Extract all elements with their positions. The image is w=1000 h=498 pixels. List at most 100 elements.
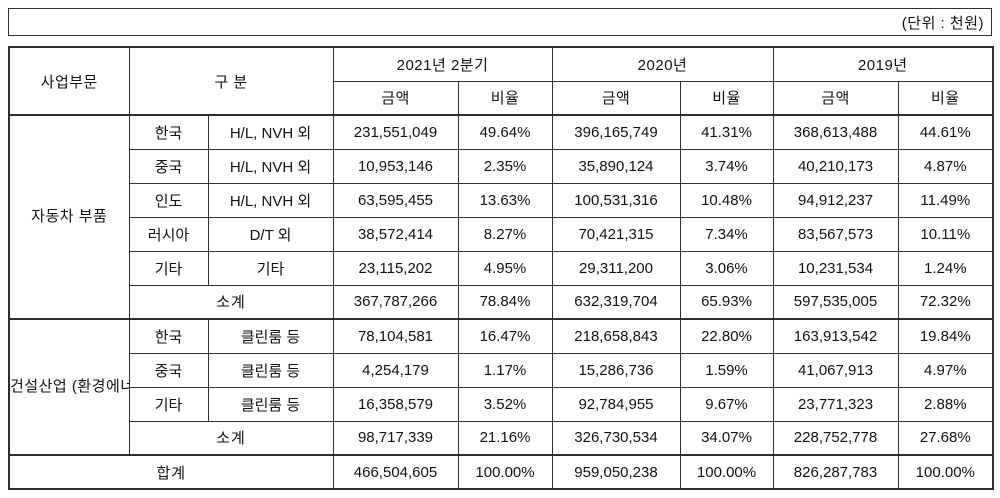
- col-header-amount-2021: 금액: [332, 80, 459, 116]
- amount-cell: 29,311,200: [551, 250, 681, 286]
- region-cell: 인도: [128, 182, 209, 218]
- region-cell: 한국: [128, 318, 209, 354]
- amount-cell: 38,572,414: [332, 216, 459, 252]
- ratio-cell: 100.00%: [679, 454, 774, 490]
- amount-cell: 10,231,534: [772, 250, 899, 286]
- ratio-cell: 34.07%: [679, 420, 774, 456]
- group-cell-automotive: 자동차 부품: [8, 114, 130, 320]
- amount-cell: 218,658,843: [551, 318, 681, 354]
- region-cell: 중국: [128, 352, 209, 388]
- amount-cell: 4,254,179: [332, 352, 459, 388]
- header-row-periods: 사업부문 구 분 2021년 2분기 2020년 2019년: [8, 46, 994, 116]
- ratio-cell: 4.87%: [897, 148, 994, 184]
- amount-cell: 163,913,542: [772, 318, 899, 354]
- ratio-cell: 7.34%: [679, 216, 774, 252]
- amount-cell: 98,717,339: [332, 420, 459, 456]
- table-row: 중국 클린룸 등 4,254,179 1.17% 15,286,736 1.59…: [9, 352, 994, 388]
- col-header-ratio-2019: 비율: [897, 80, 994, 116]
- ratio-cell: 3.74%: [679, 148, 774, 184]
- col-header-ratio-2020: 비율: [679, 80, 774, 116]
- ratio-cell: 3.06%: [679, 250, 774, 286]
- type-cell: 클린룸 등: [207, 318, 334, 354]
- table-row: 자동차 부품 한국 H/L, NVH 외 231,551,049 49.64% …: [8, 114, 994, 320]
- col-header-amount-2019: 금액: [772, 80, 899, 116]
- amount-cell: 10,953,146: [332, 148, 459, 184]
- col-header-ratio-2021: 비율: [457, 80, 553, 116]
- ratio-cell: 19.84%: [897, 318, 994, 354]
- region-cell: 중국: [128, 148, 209, 184]
- header-row-measures: 금액 비율 금액 비율 금액 비율: [9, 80, 994, 116]
- table-row: 기타 기타 23,115,202 4.95% 29,311,200 3.06% …: [9, 250, 994, 286]
- region-cell: 러시아: [128, 216, 209, 252]
- subtotal-row: 소계 367,787,266 78.84% 632,319,704 65.93%…: [9, 284, 994, 320]
- table-row: 인도 H/L, NVH 외 63,595,455 13.63% 100,531,…: [9, 182, 994, 218]
- subtotal-label-cell: 소계: [128, 284, 334, 320]
- subtotal-label-cell: 소계: [128, 420, 334, 456]
- ratio-cell: 11.49%: [897, 182, 994, 218]
- ratio-cell: 21.16%: [457, 420, 553, 456]
- type-cell: 기타: [207, 250, 334, 286]
- region-cell: 기타: [128, 386, 209, 422]
- col-header-business-division: 사업부문: [8, 46, 130, 116]
- ratio-cell: 9.67%: [679, 386, 774, 422]
- col-header-amount-2020: 금액: [551, 80, 681, 116]
- col-header-category: 구 분: [128, 46, 334, 116]
- amount-cell: 94,912,237: [772, 182, 899, 218]
- type-cell: D/T 외: [207, 216, 334, 252]
- table-row: 건설산업 (환경에너지) 한국 클린룸 등 78,104,581 16.47% …: [8, 318, 994, 456]
- ratio-cell: 2.88%: [897, 386, 994, 422]
- amount-cell: 632,319,704: [551, 284, 681, 320]
- amount-cell: 396,165,749: [551, 114, 681, 150]
- amount-cell: 326,730,534: [551, 420, 681, 456]
- amount-cell: 23,115,202: [332, 250, 459, 286]
- ratio-cell: 1.17%: [457, 352, 553, 388]
- ratio-cell: 78.84%: [457, 284, 553, 320]
- unit-note-box: (단위 : 천원): [8, 8, 992, 36]
- amount-cell: 100,531,316: [551, 182, 681, 218]
- type-cell: 클린룸 등: [207, 386, 334, 422]
- amount-cell: 23,771,323: [772, 386, 899, 422]
- table-row: 중국 H/L, NVH 외 10,953,146 2.35% 35,890,12…: [9, 148, 994, 184]
- amount-cell: 41,067,913: [772, 352, 899, 388]
- ratio-cell: 1.59%: [679, 352, 774, 388]
- table-row: 기타 클린룸 등 16,358,579 3.52% 92,784,955 9.6…: [9, 386, 994, 422]
- ratio-cell: 27.68%: [897, 420, 994, 456]
- amount-cell: 70,421,315: [551, 216, 681, 252]
- ratio-cell: 44.61%: [897, 114, 994, 150]
- type-cell: 클린룸 등: [207, 352, 334, 388]
- unit-note: (단위 : 천원): [901, 14, 984, 32]
- amount-cell: 368,613,488: [772, 114, 899, 150]
- table-row: 러시아 D/T 외 38,572,414 8.27% 70,421,315 7.…: [9, 216, 994, 252]
- type-cell: H/L, NVH 외: [207, 114, 334, 150]
- col-header-period-2020: 2020년: [551, 46, 774, 82]
- amount-cell: 15,286,736: [551, 352, 681, 388]
- ratio-cell: 3.52%: [457, 386, 553, 422]
- total-row: 합계 466,504,605 100.00% 959,050,238 100.0…: [8, 454, 994, 490]
- amount-cell: 959,050,238: [551, 454, 681, 490]
- amount-cell: 231,551,049: [332, 114, 459, 150]
- type-cell: H/L, NVH 외: [207, 182, 334, 218]
- amount-cell: 35,890,124: [551, 148, 681, 184]
- ratio-cell: 10.11%: [897, 216, 994, 252]
- ratio-cell: 65.93%: [679, 284, 774, 320]
- amount-cell: 597,535,005: [772, 284, 899, 320]
- ratio-cell: 2.35%: [457, 148, 553, 184]
- amount-cell: 40,210,173: [772, 148, 899, 184]
- amount-cell: 228,752,778: [772, 420, 899, 456]
- ratio-cell: 16.47%: [457, 318, 553, 354]
- total-label-cell: 합계: [8, 454, 334, 490]
- ratio-cell: 22.80%: [679, 318, 774, 354]
- amount-cell: 16,358,579: [332, 386, 459, 422]
- region-cell: 한국: [128, 114, 209, 150]
- ratio-cell: 100.00%: [457, 454, 553, 490]
- ratio-cell: 4.95%: [457, 250, 553, 286]
- col-header-period-2021q2: 2021년 2분기: [332, 46, 553, 82]
- subtotal-row: 소계 98,717,339 21.16% 326,730,534 34.07% …: [9, 420, 994, 456]
- ratio-cell: 100.00%: [897, 454, 994, 490]
- ratio-cell: 49.64%: [457, 114, 553, 150]
- ratio-cell: 41.31%: [679, 114, 774, 150]
- amount-cell: 83,567,573: [772, 216, 899, 252]
- region-cell: 기타: [128, 250, 209, 286]
- col-header-period-2019: 2019년: [772, 46, 994, 82]
